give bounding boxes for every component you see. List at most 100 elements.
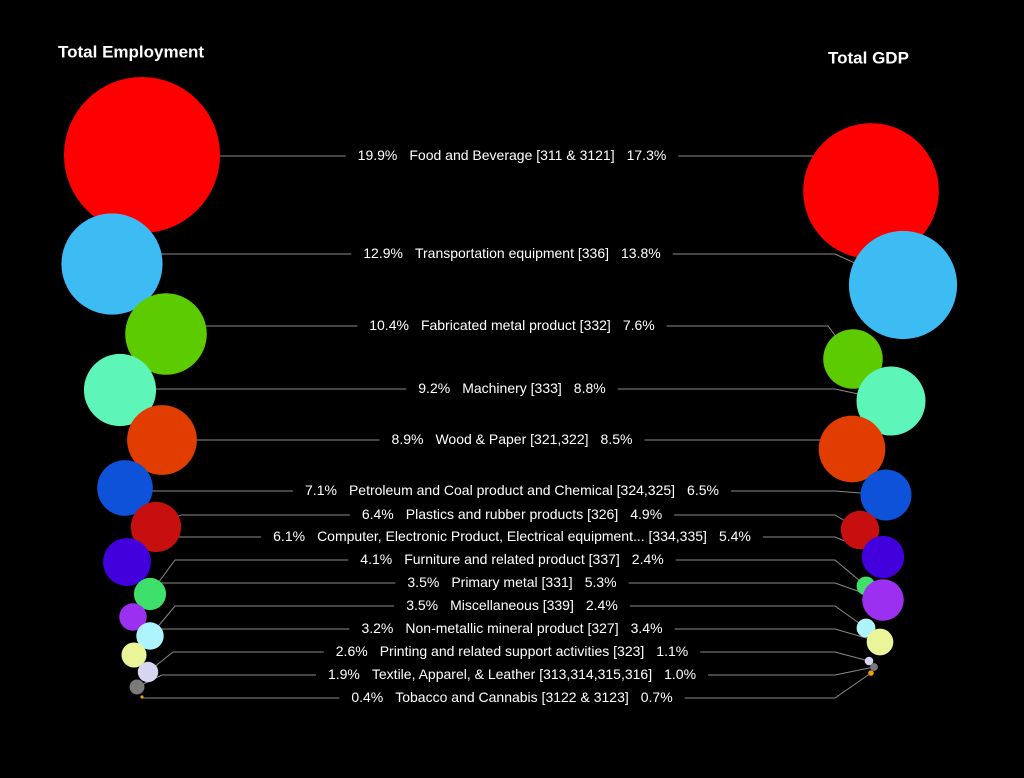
row-label: 4.1% Furniture and related product [337] 2… <box>360 551 663 567</box>
bubble <box>61 213 163 315</box>
employment-value: 7.1% <box>305 482 337 498</box>
bubble <box>840 510 880 550</box>
category-name: Transportation equipment [336] <box>415 245 609 261</box>
left-connector <box>149 605 395 637</box>
category-name: Non-metallic mineral product [327] <box>405 620 618 636</box>
left-connector <box>147 651 324 673</box>
bubble <box>861 535 905 579</box>
employment-value: 4.1% <box>360 551 392 567</box>
row-label: 1.9% Textile, Apparel, & Leather [313,314… <box>328 666 696 682</box>
row-label: 6.1% Computer, Electronic Product, Electr… <box>273 528 751 544</box>
employment-value: 2.6% <box>336 643 368 659</box>
row-label: 10.4% Fabricated metal product [332] 7.6% <box>369 317 655 333</box>
right-header: Total GDP <box>828 48 909 67</box>
employment-value: 3.5% <box>407 574 439 590</box>
category-name: Textile, Apparel, & Leather [313,314,315… <box>372 666 652 682</box>
row-label: 0.4% Tobacco and Cannabis [3122 & 3123] 0.… <box>351 689 672 705</box>
category-name: Plastics and rubber products [326] <box>406 506 618 522</box>
gdp-value: 8.8% <box>574 380 606 396</box>
left-header: Total Employment <box>58 42 204 61</box>
row-label: 8.9% Wood & Paper [321,322] 8.5% <box>392 431 633 447</box>
bubble <box>83 353 157 427</box>
category-name: Petroleum and Coal product and Chemical … <box>349 482 675 498</box>
bubble <box>818 415 886 483</box>
gdp-value: 13.8% <box>621 245 661 261</box>
category-name: Printing and related support activities … <box>380 643 645 659</box>
gdp-value: 7.6% <box>623 317 655 333</box>
right-connector <box>675 559 867 587</box>
employment-value: 6.1% <box>273 528 305 544</box>
gdp-value: 3.4% <box>631 620 663 636</box>
gdp-value: 1.0% <box>664 666 696 682</box>
right-connector <box>684 672 872 699</box>
row-label: 9.2% Machinery [333] 8.8% <box>418 380 605 396</box>
bubble <box>136 622 164 650</box>
bubble <box>803 123 939 259</box>
right-connector <box>628 582 884 601</box>
bubble <box>868 670 874 676</box>
row-label: 3.5% Primary metal [331] 5.3% <box>407 574 616 590</box>
bubble <box>125 293 207 375</box>
bubble <box>133 577 167 611</box>
gdp-value: 2.4% <box>586 597 618 613</box>
bubble <box>97 460 153 516</box>
left-connector <box>132 582 396 618</box>
left-connector <box>141 697 340 699</box>
right-connector <box>617 388 892 402</box>
row-label: 12.9% Transportation equipment [336] 13.8% <box>363 245 660 261</box>
gdp-value: 5.3% <box>585 574 617 590</box>
gdp-value: 8.5% <box>601 431 633 447</box>
bubble <box>129 679 145 695</box>
bubble <box>63 76 221 234</box>
gdp-value: 6.5% <box>687 482 719 498</box>
labels: 19.9% Food and Beverage [311 & 3121] 17.3%… <box>273 147 751 705</box>
employment-value: 8.9% <box>392 431 424 447</box>
bubble <box>864 656 874 666</box>
row-label: 6.4% Plastics and rubber products [326] 4.… <box>362 506 662 522</box>
bubble <box>860 469 912 521</box>
category-name: Wood & Paper [321,322] <box>435 431 588 447</box>
gdp-value: 2.4% <box>632 551 664 567</box>
bubble <box>137 661 159 683</box>
gdp-value: 4.9% <box>630 506 662 522</box>
bubble <box>866 628 894 656</box>
category-name: Food and Beverage [311 & 3121] <box>409 147 614 163</box>
bubble <box>848 230 958 340</box>
gdp-value: 17.3% <box>627 147 667 163</box>
employment-value: 0.4% <box>351 689 383 705</box>
category-name: Computer, Electronic Product, Electrical… <box>317 528 707 544</box>
bubble <box>856 366 926 436</box>
left-connector <box>149 559 349 595</box>
category-name: Furniture and related product [337] <box>404 551 620 567</box>
employment-value: 6.4% <box>362 506 394 522</box>
right-connector <box>674 628 881 643</box>
category-name: Miscellaneous [339] <box>450 597 574 613</box>
left-connector <box>155 514 350 528</box>
left-connector <box>133 628 350 656</box>
employment-value: 3.5% <box>406 597 438 613</box>
row-label: 3.2% Non-metallic mineral product [327] 3.… <box>361 620 662 636</box>
bubble <box>130 501 182 553</box>
left-connector <box>136 674 316 688</box>
category-name: Primary metal [331] <box>451 574 572 590</box>
category-name: Machinery [333] <box>462 380 562 396</box>
category-name: Fabricated metal product [332] <box>421 317 611 333</box>
row-label: 3.5% Miscellaneous [339] 2.4% <box>406 597 618 613</box>
employment-value: 12.9% <box>363 245 403 261</box>
employment-value: 10.4% <box>369 317 409 333</box>
bubble <box>119 603 147 631</box>
bubble <box>103 538 151 586</box>
right-connector <box>629 605 867 629</box>
bubble <box>862 579 904 621</box>
employment-value: 3.2% <box>361 620 393 636</box>
employment-value: 19.9% <box>358 147 398 163</box>
gdp-value: 0.7% <box>641 689 673 705</box>
gdp-value: 5.4% <box>719 528 751 544</box>
category-name: Tobacco and Cannabis [3122 & 3123] <box>395 689 629 705</box>
row-label: 19.9% Food and Beverage [311 & 3121] 17.3% <box>358 147 667 163</box>
bubble <box>823 329 883 389</box>
bubble <box>140 695 144 699</box>
connectors <box>111 155 904 699</box>
row-label: 7.1% Petroleum and Coal product and Chemi… <box>305 482 719 498</box>
